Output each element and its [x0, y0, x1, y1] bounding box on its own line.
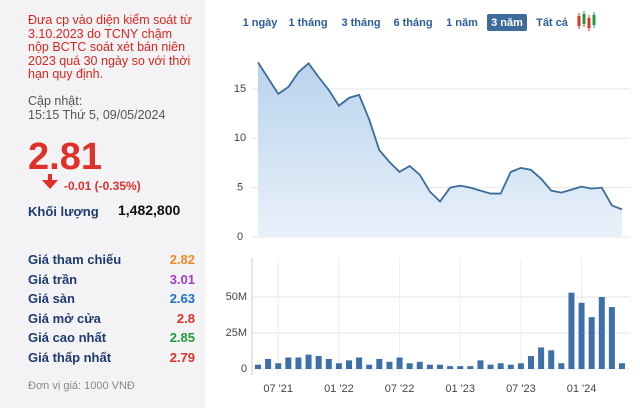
warning-line: 3.10.2023 do TCNY chậm — [28, 26, 173, 41]
x-tick-label: 07 '23 — [506, 383, 536, 395]
y-tick-label: 15 — [234, 83, 246, 95]
volume-bar — [366, 364, 373, 369]
volume-bar — [619, 363, 625, 369]
volume-bar — [487, 364, 494, 369]
stat-value: 2.82 — [169, 252, 195, 267]
volume-bar — [396, 357, 403, 369]
y-tick-label: 0 — [241, 363, 247, 375]
tab[interactable]: Tất cả — [536, 17, 569, 29]
y-tick-label: 50M — [226, 291, 247, 303]
stat-value: 2.8 — [176, 310, 195, 326]
volume-bar — [467, 366, 474, 369]
candle-icon — [577, 16, 581, 26]
tab[interactable]: 6 tháng — [393, 17, 432, 29]
change: -0.01 (-0.35%) — [64, 179, 141, 193]
tab-selected-bg — [487, 14, 527, 31]
tab[interactable]: 3 tháng — [341, 17, 380, 29]
volume-bar — [356, 357, 363, 369]
x-tick-label: 01 '23 — [445, 383, 475, 395]
y-tick-label: 10 — [234, 132, 246, 144]
x-tick-label: 07 '22 — [385, 383, 415, 395]
stat-label: Giá mở cửa — [28, 310, 101, 326]
volume-bar — [437, 364, 443, 369]
volume-bar — [457, 366, 464, 369]
volume-bar — [507, 364, 514, 369]
volume: 1,482,800 — [118, 202, 181, 218]
volume-bar — [275, 363, 282, 369]
volume-bar — [376, 358, 383, 369]
warning-line: nộp BCTC soát xét bán niên — [28, 40, 186, 54]
volume-bar — [335, 363, 342, 369]
volume-bar — [497, 363, 504, 369]
stat-label: Giá thấp nhất — [28, 350, 112, 365]
volume-bar — [517, 363, 524, 369]
stat-value: 2.85 — [169, 330, 195, 346]
stat-value: 2.79 — [169, 350, 195, 365]
volume-bar — [315, 356, 322, 369]
volume-bar — [285, 357, 292, 369]
volume-bar — [295, 357, 302, 369]
volume-bar — [598, 297, 605, 369]
volume-bar — [568, 292, 575, 369]
price-area — [258, 62, 622, 237]
volume-bar — [477, 360, 484, 369]
price-line — [257, 61, 623, 211]
volume-bar — [608, 307, 615, 369]
volume-bar — [305, 354, 312, 369]
volume-bar — [578, 302, 585, 369]
x-tick-label: 01 '24 — [567, 383, 597, 395]
down-arrow — [42, 174, 58, 189]
candle-icon — [592, 15, 596, 25]
stat-label: Giá cao nhất — [28, 330, 107, 346]
x-tick-label: 07 '21 — [263, 383, 293, 395]
warning-line: 2023 quá 30 ngày so với thời — [28, 53, 191, 68]
updated-label: Cập nhật: — [28, 94, 83, 108]
stat-value: 3.01 — [169, 271, 195, 287]
volume-bar — [548, 350, 555, 369]
volume-bar — [346, 360, 352, 369]
stat-label: Giá trần — [28, 271, 78, 287]
volume-bar — [588, 317, 595, 369]
warning-line: hạn quy định. — [28, 67, 104, 81]
volume-bar — [386, 361, 393, 369]
updated-time: 15:15 Thứ 5, 09/05/2024 — [28, 108, 166, 122]
volume-bar — [538, 347, 545, 369]
volume-bar — [426, 364, 433, 369]
candle-icon — [582, 14, 586, 24]
unit-note: Đơn vị giá: 1000 VNĐ — [28, 380, 135, 392]
stat-label: Giá tham chiếu — [28, 252, 122, 267]
warning-line: Đưa cp vào diện kiểm soát từ — [28, 13, 193, 27]
volume-bar — [255, 364, 261, 369]
volume-bar — [265, 358, 272, 369]
volume-bar — [325, 358, 332, 369]
volume-bar — [528, 356, 534, 369]
tab[interactable]: 1 ngày — [243, 17, 279, 29]
y-tick-label: 5 — [237, 182, 243, 194]
stat-label: Giá sàn — [28, 291, 75, 307]
tab[interactable]: 1 năm — [446, 17, 478, 29]
tab[interactable]: 1 tháng — [288, 17, 327, 29]
y-tick-label: 0 — [237, 231, 243, 243]
tab[interactable]: 3 năm — [491, 17, 523, 29]
y-tick-label: 25M — [226, 327, 247, 339]
stat-value: 2.63 — [169, 291, 195, 307]
quote-panel — [0, 0, 205, 408]
volume-bar — [416, 361, 423, 369]
volume-bar — [558, 363, 565, 369]
volume-bar — [406, 363, 413, 369]
volume-bar — [447, 366, 454, 369]
volume-label: Khối lượng — [28, 204, 99, 219]
price: 2.81 — [28, 136, 102, 178]
x-tick-label: 01 '22 — [324, 383, 354, 395]
candle-icon — [587, 18, 591, 28]
